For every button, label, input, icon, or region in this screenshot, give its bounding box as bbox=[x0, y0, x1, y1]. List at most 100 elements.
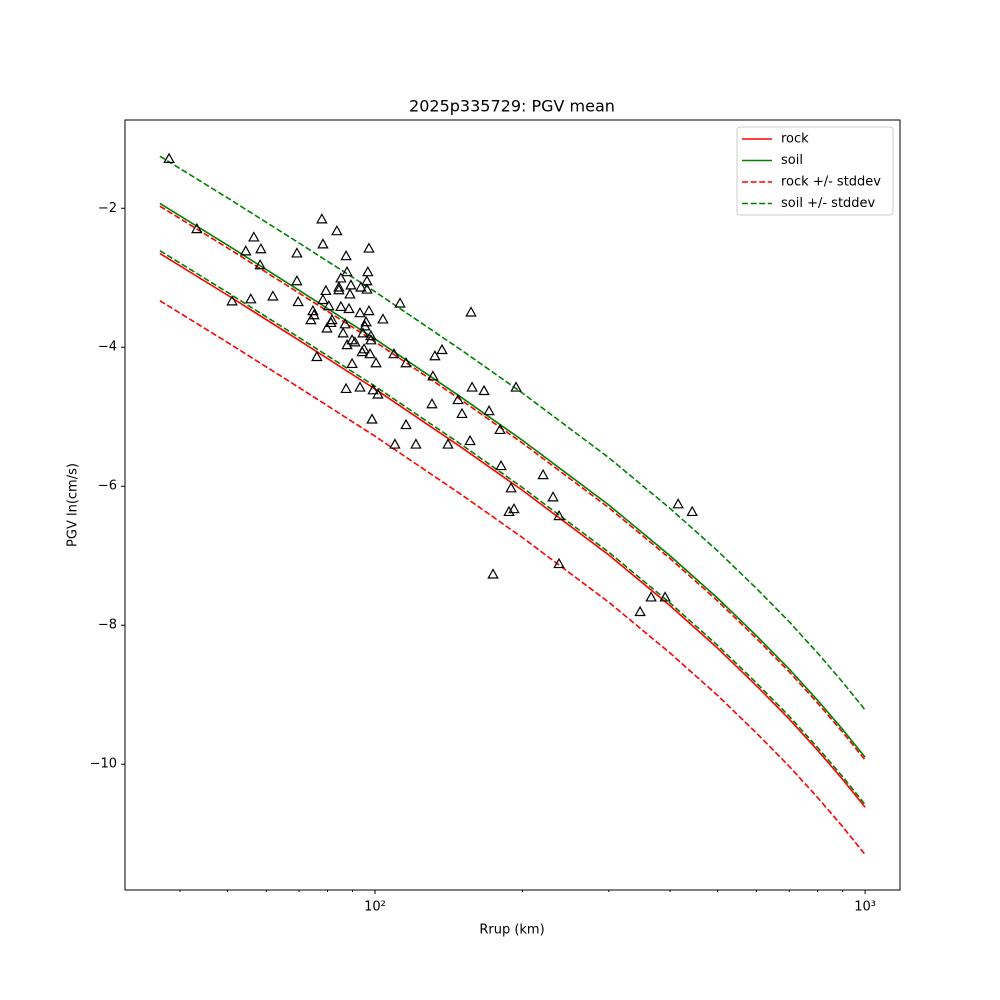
point bbox=[456, 407, 468, 419]
point bbox=[436, 343, 448, 355]
plot-frame bbox=[124, 119, 901, 891]
point bbox=[365, 329, 377, 341]
point bbox=[442, 438, 454, 449]
line-upper bbox=[159, 205, 866, 761]
point bbox=[363, 304, 375, 316]
point bbox=[305, 313, 317, 325]
point bbox=[333, 284, 345, 295]
point bbox=[341, 265, 353, 277]
y-tick-label: −8 bbox=[98, 618, 117, 633]
point bbox=[245, 293, 257, 304]
point bbox=[355, 281, 367, 292]
point bbox=[346, 357, 358, 369]
x-axis-label: Rrup (km) bbox=[479, 923, 544, 938]
point bbox=[400, 357, 412, 368]
legend-label: soil +/- stddev bbox=[781, 196, 876, 211]
point bbox=[505, 482, 517, 493]
point bbox=[372, 388, 384, 399]
point bbox=[672, 498, 684, 509]
point bbox=[291, 274, 303, 286]
point bbox=[634, 605, 646, 617]
legend-label: rock +/- stddev bbox=[781, 175, 881, 190]
line-upper bbox=[159, 155, 866, 711]
point bbox=[366, 413, 378, 424]
point bbox=[365, 334, 377, 345]
point bbox=[354, 306, 366, 318]
point bbox=[292, 295, 304, 307]
point bbox=[341, 338, 353, 350]
point bbox=[358, 343, 370, 354]
point bbox=[339, 318, 351, 329]
line bbox=[159, 202, 866, 758]
point bbox=[410, 438, 422, 449]
y-tick-label: −4 bbox=[98, 340, 117, 355]
x-tick-label: 10² bbox=[364, 900, 386, 915]
point bbox=[191, 222, 203, 234]
point bbox=[248, 231, 260, 242]
point bbox=[321, 322, 333, 333]
point bbox=[349, 336, 361, 347]
y-axis-label: PGV ln(cm/s) bbox=[66, 463, 81, 547]
point bbox=[354, 381, 366, 392]
point bbox=[429, 350, 441, 361]
point bbox=[307, 304, 319, 316]
point bbox=[340, 249, 352, 261]
point bbox=[452, 393, 464, 405]
point bbox=[483, 404, 495, 416]
point bbox=[291, 247, 303, 258]
y-tick-label: −10 bbox=[90, 757, 117, 772]
point bbox=[326, 313, 338, 325]
point bbox=[464, 434, 476, 446]
point bbox=[335, 300, 347, 312]
point bbox=[323, 300, 335, 311]
point bbox=[686, 505, 698, 517]
chart-title: 2025p335729: PGV mean bbox=[409, 97, 615, 116]
point bbox=[364, 347, 376, 359]
point bbox=[645, 591, 657, 602]
point bbox=[357, 327, 369, 338]
point bbox=[465, 306, 477, 317]
point bbox=[317, 238, 329, 249]
point bbox=[508, 502, 520, 514]
point bbox=[537, 468, 549, 480]
point bbox=[335, 272, 347, 283]
point bbox=[360, 315, 372, 327]
point bbox=[370, 357, 382, 368]
point bbox=[553, 557, 565, 569]
point bbox=[478, 384, 490, 396]
point bbox=[426, 398, 438, 409]
point bbox=[340, 382, 352, 394]
point bbox=[389, 438, 401, 449]
legend-label: soil bbox=[781, 153, 803, 168]
point bbox=[163, 152, 175, 164]
point bbox=[308, 309, 320, 320]
point bbox=[254, 259, 266, 270]
point bbox=[377, 313, 389, 324]
point bbox=[345, 279, 357, 290]
point bbox=[388, 347, 400, 359]
point bbox=[333, 281, 345, 292]
point bbox=[311, 350, 323, 362]
line bbox=[159, 252, 866, 808]
point bbox=[400, 418, 412, 430]
point bbox=[316, 213, 328, 224]
point bbox=[317, 293, 329, 305]
point bbox=[487, 568, 499, 579]
point bbox=[344, 288, 356, 299]
point bbox=[394, 297, 406, 308]
point bbox=[226, 295, 238, 306]
point bbox=[553, 509, 565, 521]
plot-area bbox=[159, 152, 866, 856]
point bbox=[346, 334, 358, 345]
point bbox=[362, 265, 374, 277]
point bbox=[659, 591, 671, 602]
point bbox=[510, 381, 522, 392]
point bbox=[361, 283, 373, 294]
point bbox=[337, 327, 349, 338]
legend-label: rock bbox=[781, 132, 809, 147]
legend-box bbox=[736, 126, 894, 216]
line-lower bbox=[159, 300, 866, 856]
point bbox=[494, 423, 506, 435]
point bbox=[320, 284, 332, 296]
point bbox=[331, 224, 343, 236]
